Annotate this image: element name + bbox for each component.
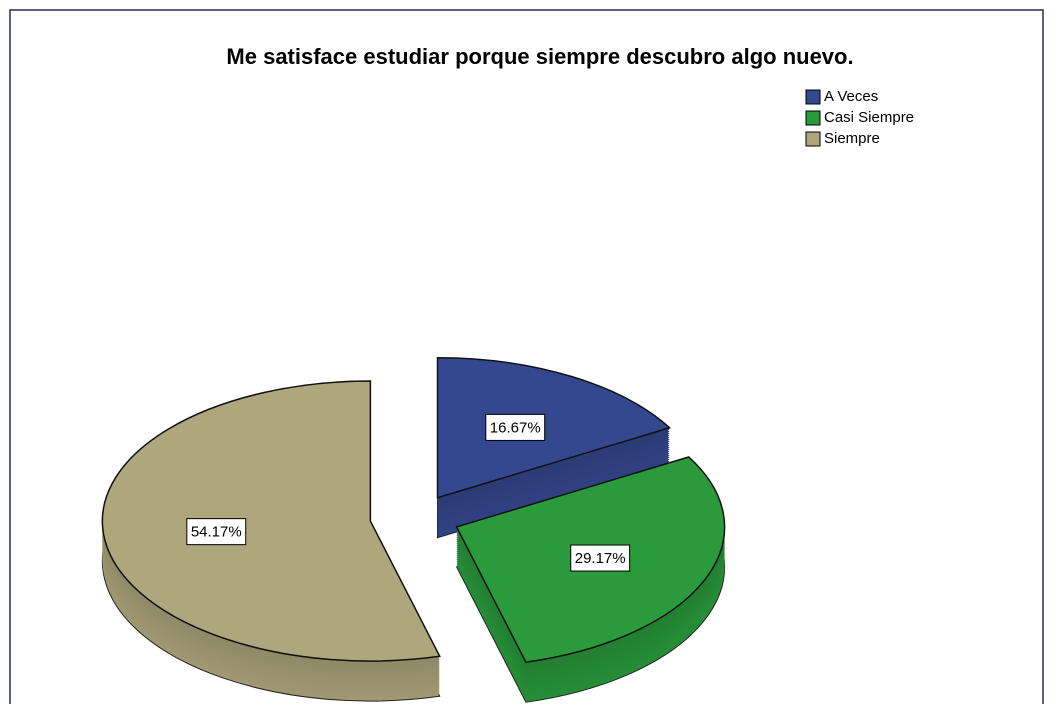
value-label: 54.17% (191, 524, 242, 541)
chart-title: Me satisface estudiar porque siempre des… (226, 44, 853, 69)
legend-swatch (805, 131, 821, 147)
legend-label: Casi Siempre (824, 109, 914, 126)
value-label-box (485, 413, 546, 441)
pie-slice (436, 356, 672, 499)
value-label: 29.17% (575, 550, 626, 567)
value-label: 16.67% (490, 419, 541, 436)
legend-label: Siempre (824, 130, 880, 147)
pie-slice (101, 380, 441, 662)
value-label-box (570, 544, 631, 572)
legend-swatch (805, 89, 821, 105)
legend-swatch (805, 110, 821, 126)
legend-label: A Veces (824, 88, 878, 105)
value-label-box (186, 518, 247, 546)
